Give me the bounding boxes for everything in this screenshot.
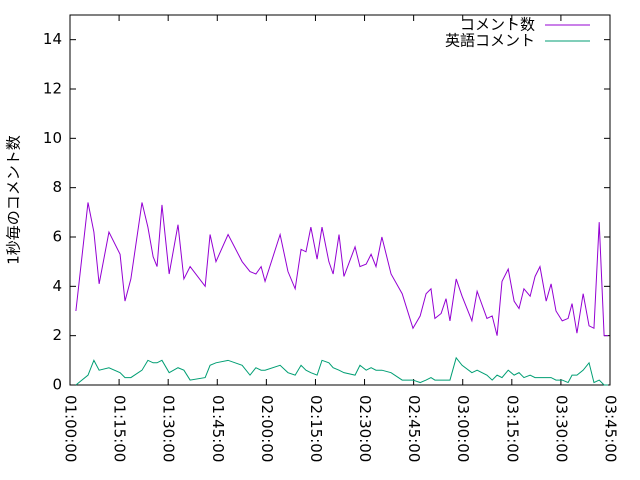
y-tick-label: 4	[52, 277, 62, 295]
y-tick-label: 0	[52, 376, 62, 394]
x-tick-label: 01:45:00	[209, 395, 227, 462]
y-tick-label: 2	[52, 326, 62, 344]
legend-label: 英語コメント	[445, 32, 535, 50]
x-tick-label: 03:00:00	[454, 395, 472, 462]
x-tick-label: 01:00:00	[62, 395, 80, 462]
y-tick-label: 12	[43, 80, 62, 98]
x-tick-label: 01:15:00	[111, 395, 129, 462]
x-tick-label: 02:00:00	[258, 395, 276, 462]
x-tick-label: 03:45:00	[602, 395, 620, 462]
y-tick-label: 14	[43, 30, 62, 48]
data-line	[75, 356, 609, 386]
y-axis-label: 1秒毎のコメント数	[5, 135, 23, 265]
x-tick-label: 02:30:00	[356, 395, 374, 462]
x-tick-label: 03:15:00	[503, 395, 521, 462]
plot-frame	[69, 14, 611, 386]
y-tick-label: 10	[43, 129, 62, 147]
data-line	[75, 202, 609, 337]
x-tick-label: 01:30:00	[160, 395, 178, 462]
x-tick-label: 02:45:00	[405, 395, 423, 462]
x-tick-label: 02:15:00	[307, 395, 325, 462]
y-tick-label: 6	[52, 228, 62, 246]
x-tick-label: 03:30:00	[552, 395, 570, 462]
y-tick-label: 8	[52, 178, 62, 196]
legend-label: コメント数	[460, 16, 535, 34]
